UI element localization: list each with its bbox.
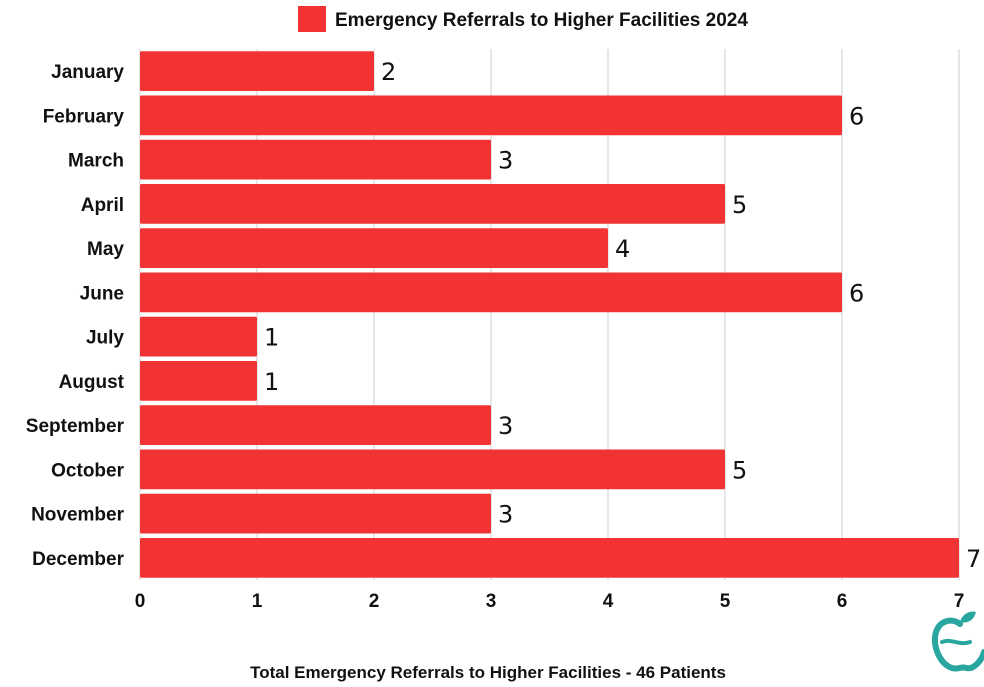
data-label: 1 [264, 324, 279, 352]
category-label: June [80, 283, 124, 304]
category-label: January [51, 62, 124, 83]
footer-total: Total Emergency Referrals to Higher Faci… [250, 663, 726, 682]
data-label: 3 [498, 412, 513, 440]
bars [140, 51, 959, 578]
bar [140, 493, 491, 534]
bar [140, 228, 608, 269]
data-label: 5 [732, 191, 747, 219]
data-label: 4 [615, 235, 630, 263]
data-label: 6 [849, 102, 864, 130]
bar [140, 183, 725, 224]
category-label: April [81, 195, 124, 216]
x-tick-label: 0 [135, 591, 146, 612]
legend-label: Emergency Referrals to Higher Facilities… [335, 10, 748, 31]
x-tick-label: 5 [720, 591, 731, 612]
x-tick-label: 3 [486, 591, 497, 612]
bar [140, 449, 725, 490]
category-label: March [68, 151, 124, 172]
bar [140, 95, 842, 136]
bar [140, 316, 257, 357]
data-label: 5 [732, 456, 747, 484]
data-label: 1 [264, 368, 279, 396]
bar [140, 272, 842, 313]
data-label: 3 [498, 501, 513, 529]
category-label: August [59, 372, 125, 393]
data-label: 6 [849, 279, 864, 307]
x-axis-ticks: 0 1 2 3 4 5 6 7 [135, 591, 965, 612]
x-tick-label: 4 [603, 591, 614, 612]
bar [140, 537, 959, 578]
category-label: November [31, 505, 125, 526]
category-label: December [32, 549, 124, 570]
data-label: 7 [966, 545, 981, 573]
bar [140, 139, 491, 180]
category-labels: January February March April May June July Augu… [26, 62, 125, 570]
x-tick-label: 1 [252, 591, 263, 612]
apple-logo-icon [932, 611, 984, 672]
bar [140, 51, 374, 92]
bar [140, 360, 257, 401]
legend-swatch [298, 6, 326, 32]
category-label: September [26, 416, 125, 437]
data-label: 2 [381, 58, 396, 86]
legend: Emergency Referrals to Higher Facilities… [298, 6, 748, 32]
category-label: July [86, 328, 124, 349]
x-tick-label: 7 [954, 591, 965, 612]
grid-lines [139, 49, 960, 580]
bar [140, 405, 491, 446]
data-label: 3 [498, 147, 513, 175]
category-label: October [51, 460, 124, 481]
category-label: May [87, 239, 124, 260]
data-labels: 2 6 3 5 4 6 1 1 3 5 3 7 [264, 58, 981, 573]
x-tick-label: 6 [837, 591, 848, 612]
x-tick-label: 2 [369, 591, 380, 612]
category-label: February [43, 106, 125, 127]
